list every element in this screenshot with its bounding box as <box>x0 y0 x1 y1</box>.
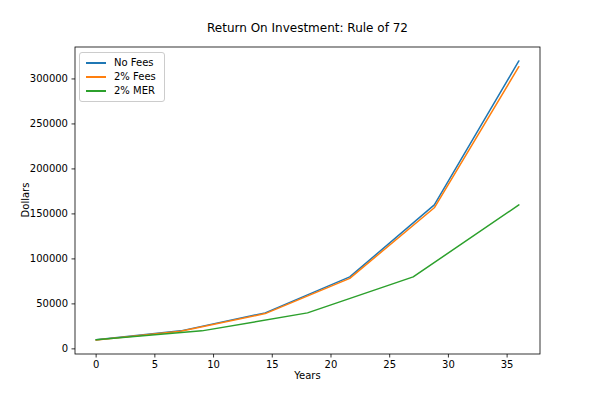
legend: No Fees 2% Fees 2% MER <box>79 52 165 102</box>
y-tick-label: 200000 <box>30 163 68 174</box>
x-tick-label: 10 <box>207 359 220 370</box>
legend-line-swatch <box>86 76 106 78</box>
y-tick-label: 250000 <box>30 118 68 129</box>
series-line-2-mer <box>96 205 519 340</box>
x-tick-label: 0 <box>93 359 99 370</box>
x-tick-label: 15 <box>266 359 279 370</box>
x-tick-label: 5 <box>152 359 158 370</box>
y-tick-label: 50000 <box>36 298 68 309</box>
legend-item-2-mer: 2% MER <box>86 85 156 97</box>
y-tick-label: 100000 <box>30 253 68 264</box>
x-tick-label: 25 <box>383 359 396 370</box>
legend-label: 2% Fees <box>114 72 156 82</box>
series-line-2-fees <box>96 67 519 340</box>
series-line-no-fees <box>96 61 519 340</box>
legend-line-swatch <box>86 62 106 64</box>
y-tick-label: 150000 <box>30 208 68 219</box>
legend-label: No Fees <box>114 58 154 68</box>
x-tick-label: 35 <box>501 359 514 370</box>
legend-line-swatch <box>86 90 106 92</box>
x-tick-label: 30 <box>442 359 455 370</box>
y-tick-label: 300000 <box>30 73 68 84</box>
chart-title: Return On Investment: Rule of 72 <box>75 21 540 35</box>
x-axis-label: Years <box>75 370 540 381</box>
y-axis-label: Dollars <box>20 183 31 218</box>
y-tick-label: 0 <box>62 343 68 354</box>
legend-item-no-fees: No Fees <box>86 57 156 69</box>
legend-item-2-fees: 2% Fees <box>86 71 156 83</box>
legend-label: 2% MER <box>114 86 155 96</box>
x-tick-label: 20 <box>325 359 338 370</box>
roi-chart-figure: 0 5 10 15 20 25 30 35 0 50000 100000 150000 200000 25… <box>0 0 600 400</box>
